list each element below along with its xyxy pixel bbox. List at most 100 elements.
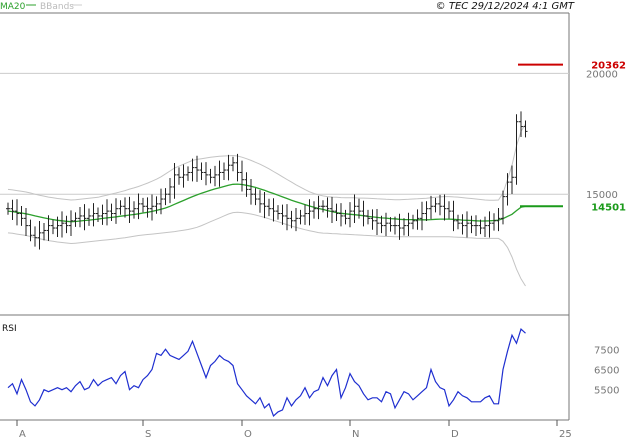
- price-bar: [379, 215, 384, 234]
- chart-legend: MA20 BBands: [0, 2, 82, 12]
- price-bar: [105, 199, 109, 226]
- price-bar: [114, 198, 118, 224]
- price-bar: [213, 165, 217, 187]
- price-bar: [343, 209, 348, 225]
- price-bar: [370, 209, 375, 230]
- price-y-tick-label: 20000: [586, 69, 618, 80]
- x-tick: 25: [556, 420, 572, 440]
- price-bar: [204, 162, 208, 186]
- price-bar: [501, 190, 505, 225]
- price-bar: [109, 203, 114, 222]
- x-tick-label: 25: [559, 429, 572, 440]
- price-bar: [222, 162, 226, 180]
- price-bar: [118, 200, 123, 215]
- x-tick-label: S: [145, 429, 151, 440]
- price-bar: [100, 204, 105, 225]
- price-bar: [195, 155, 199, 182]
- price-gridlines: [0, 72, 569, 195]
- x-tick-label: A: [19, 429, 26, 440]
- x-tick-label: O: [244, 429, 252, 440]
- price-bar: [303, 204, 307, 225]
- price-bar: [64, 215, 69, 234]
- price-bar: [519, 111, 523, 137]
- price-bar: [226, 154, 231, 181]
- price-bar: [289, 210, 294, 229]
- price-y-ticks: 20000 15000: [586, 69, 618, 201]
- price-bar: [127, 196, 132, 223]
- price-bar: [15, 199, 19, 226]
- price-bar: [253, 188, 258, 206]
- price-bar: [24, 207, 28, 236]
- price-bar: [190, 158, 195, 182]
- price-bar: [168, 178, 172, 204]
- bband-upper-line: [7, 123, 526, 201]
- price-bar: [69, 210, 73, 236]
- price-bar: [240, 160, 244, 192]
- price-bar: [285, 204, 289, 231]
- price-bar: [321, 200, 325, 213]
- price-bar: [280, 204, 285, 225]
- price-bar: [231, 156, 235, 172]
- bband-lower-line: [7, 211, 526, 287]
- copyright-text: © TEC 29/12/2024 4:1 GMT: [436, 1, 575, 12]
- price-bar: [186, 166, 190, 181]
- price-bar: [73, 212, 78, 227]
- price-bar: [154, 196, 159, 214]
- legend-ma20-label: MA20: [0, 2, 26, 12]
- price-bar: [406, 212, 411, 236]
- price-bar: [420, 201, 424, 231]
- price-bar: [33, 226, 37, 247]
- price-bar: [91, 203, 96, 227]
- x-tick: N: [349, 420, 359, 440]
- x-tick-label: D: [451, 429, 459, 440]
- rsi-y-tick-label: 5500: [594, 386, 619, 397]
- price-bar: [60, 211, 64, 238]
- support-label: 14501: [591, 202, 626, 213]
- price-bar: [505, 173, 510, 206]
- price-bar: [249, 178, 253, 205]
- price-levels: 20362 14501: [518, 61, 626, 213]
- x-axis-ticks: A S O N D 25: [16, 420, 572, 440]
- price-bar: [510, 165, 514, 194]
- price-bar: [334, 203, 339, 222]
- price-bar: [375, 208, 379, 236]
- price-bar: [348, 202, 352, 228]
- price-bar: [51, 219, 55, 235]
- legend-bbands-label: BBands: [40, 2, 74, 12]
- price-bar: [442, 194, 447, 221]
- price-bar: [393, 216, 397, 235]
- price-bar: [159, 188, 163, 215]
- rsi-y-tick-label: 6500: [594, 366, 619, 377]
- panel-frames: [0, 12, 570, 421]
- price-bar: [478, 219, 483, 235]
- price-bar: [424, 201, 429, 222]
- price-bar: [312, 201, 316, 219]
- price-y-tick-label: 15000: [586, 190, 618, 201]
- x-tick: A: [16, 420, 26, 440]
- price-bar: [514, 114, 519, 185]
- price-bar: [438, 194, 442, 216]
- price-bar: [258, 190, 262, 213]
- rsi-panel-title: RSI: [2, 324, 17, 334]
- price-bar: [141, 197, 145, 213]
- price-bar: [6, 202, 10, 215]
- price-bar: [429, 195, 433, 220]
- price-bar: [55, 216, 60, 237]
- price-bar: [456, 214, 460, 230]
- price-bar: [82, 204, 87, 231]
- price-bar: [307, 199, 312, 226]
- price-bar: [298, 209, 303, 225]
- price-bar: [172, 163, 177, 199]
- price-bar: [145, 197, 150, 218]
- bollinger-bands: [7, 123, 526, 287]
- price-bar: [294, 207, 298, 232]
- price-bar: [325, 197, 330, 218]
- price-bar: [28, 219, 33, 242]
- price-bar: [465, 211, 469, 238]
- price-bar: [42, 222, 46, 241]
- price-bar: [181, 164, 186, 188]
- price-bar: [150, 194, 154, 221]
- price-bar: [136, 193, 141, 220]
- price-bar: [235, 153, 240, 182]
- x-tick: D: [448, 420, 459, 440]
